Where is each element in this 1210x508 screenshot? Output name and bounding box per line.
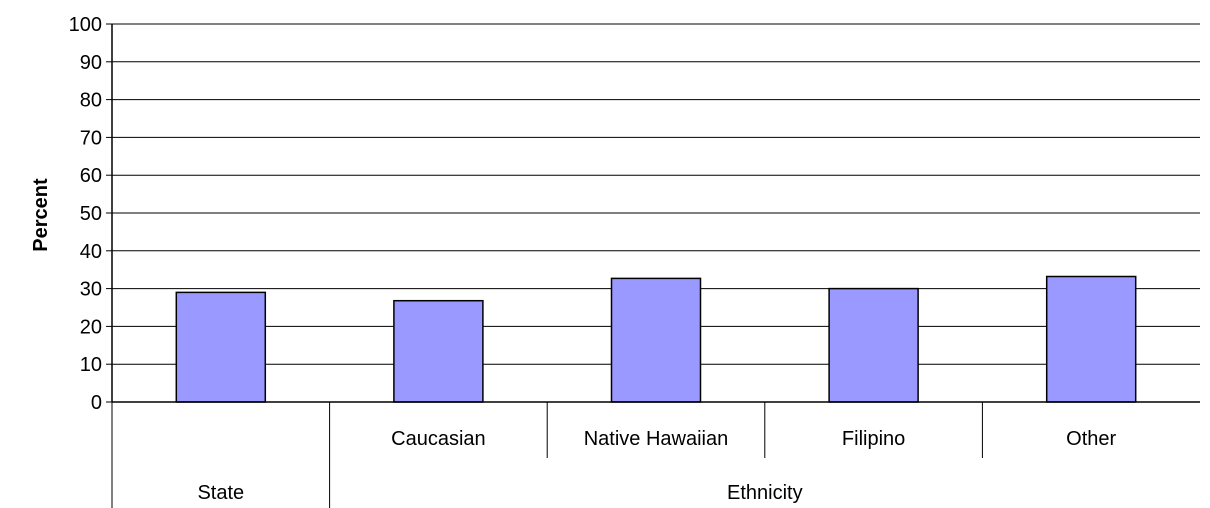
bar bbox=[175, 291, 267, 403]
y-tick-label: 90 bbox=[80, 52, 102, 74]
bars bbox=[175, 275, 1137, 403]
y-tick-label: 0 bbox=[91, 392, 102, 414]
x-category-label: Caucasian bbox=[391, 428, 486, 450]
y-tick-label: 60 bbox=[80, 165, 102, 187]
gridlines bbox=[112, 23, 1200, 365]
bar bbox=[610, 277, 702, 403]
bar bbox=[1045, 275, 1137, 403]
axes bbox=[106, 23, 1200, 508]
y-tick-labels: 0 10 20 30 40 50 60 70 80 90 100 bbox=[69, 14, 102, 414]
y-tick-label: 100 bbox=[69, 14, 102, 36]
bar bbox=[828, 287, 919, 403]
x-group-label: Ethnicity bbox=[727, 482, 803, 504]
y-tick-label: 30 bbox=[80, 279, 102, 301]
y-tick-label: 80 bbox=[80, 90, 102, 112]
bar bbox=[393, 299, 484, 403]
y-tick-label: 70 bbox=[80, 127, 102, 149]
y-tick-label: 40 bbox=[80, 241, 102, 263]
x-group-label: State bbox=[197, 482, 244, 504]
x-category-label: Filipino bbox=[842, 428, 905, 450]
y-tick-label: 20 bbox=[80, 316, 102, 338]
y-tick-label: 10 bbox=[80, 354, 102, 376]
x-category-labels: Caucasian Native Hawaiian Filipino Other Sta… bbox=[197, 428, 1116, 504]
y-axis-label: Percent bbox=[30, 178, 52, 252]
y-tick-label: 50 bbox=[80, 203, 102, 225]
x-category-label: Other bbox=[1066, 428, 1116, 450]
x-category-label: Native Hawaiian bbox=[584, 428, 729, 450]
